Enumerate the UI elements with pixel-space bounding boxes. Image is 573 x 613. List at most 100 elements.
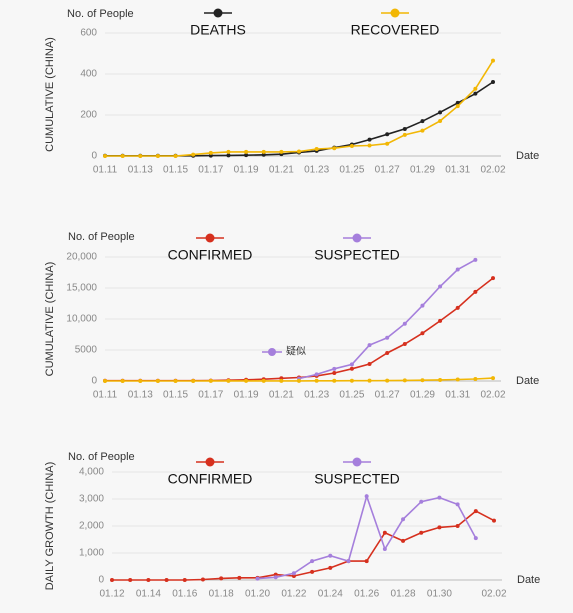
- data-point: [328, 553, 333, 558]
- x-tick-label: 01.23: [304, 165, 329, 176]
- data-point: [332, 146, 337, 151]
- series-line: [105, 81, 494, 157]
- data-point: [401, 517, 406, 522]
- data-point: [420, 303, 425, 308]
- data-point: [491, 376, 495, 381]
- data-point: [419, 530, 424, 535]
- data-point: [402, 378, 407, 383]
- data-point: [420, 128, 425, 133]
- x-tick-label: 02.02: [480, 390, 505, 401]
- data-point: [138, 379, 143, 383]
- data-point: [473, 289, 478, 294]
- x-tick-label: 01.25: [339, 390, 364, 401]
- data-point: [297, 149, 301, 154]
- data-point: [491, 58, 495, 63]
- data-point: [244, 149, 249, 154]
- data-point: [420, 378, 425, 383]
- data-point: [279, 378, 284, 383]
- data-point: [244, 378, 249, 383]
- y-unit: No. of People: [68, 451, 135, 463]
- x-tick-label: 02.02: [480, 165, 505, 176]
- legend-marker: [352, 457, 362, 467]
- data-point: [473, 257, 478, 262]
- data-point: [297, 378, 301, 383]
- data-point: [402, 126, 407, 131]
- data-point: [191, 152, 196, 157]
- x-tick-label: 01.30: [427, 589, 452, 600]
- data-point: [349, 362, 354, 367]
- x-tick-label: 02.02: [481, 589, 506, 600]
- data-point: [455, 502, 460, 507]
- data-point: [208, 150, 213, 155]
- data-point: [473, 91, 478, 96]
- x-tick-label: 01.24: [318, 589, 343, 600]
- data-point: [492, 518, 496, 523]
- data-point: [367, 378, 372, 383]
- series-line: [105, 277, 494, 382]
- x-tick-label: 01.25: [339, 165, 364, 176]
- y-tick-label: 15,000: [66, 283, 97, 294]
- data-point: [261, 149, 266, 154]
- data-point: [346, 559, 351, 564]
- x-tick-label: 01.29: [410, 390, 435, 401]
- series-line: [257, 493, 477, 580]
- x-tick-label: 01.21: [269, 390, 294, 401]
- data-point: [473, 536, 478, 541]
- y-tick-label: 1,000: [79, 548, 104, 559]
- data-point: [438, 284, 443, 289]
- data-point: [438, 377, 443, 382]
- data-point: [261, 152, 266, 157]
- data-point: [385, 351, 390, 356]
- data-point: [402, 132, 407, 137]
- x-tick-label: 01.21: [269, 165, 294, 176]
- legend-marker: [205, 233, 215, 243]
- data-point: [237, 575, 242, 580]
- x-tick-label: 01.15: [163, 165, 188, 176]
- legend-marker: [213, 8, 223, 18]
- data-point: [120, 379, 125, 383]
- y-tick-label: 600: [80, 28, 97, 39]
- data-point: [208, 378, 213, 383]
- y-axis-label: CUMULATIVE (CHINA): [44, 262, 56, 377]
- data-point: [226, 149, 231, 154]
- data-point: [103, 154, 107, 158]
- data-point: [291, 571, 296, 576]
- y-tick-label: 2,000: [79, 521, 104, 532]
- data-point: [401, 538, 406, 543]
- data-point: [120, 154, 125, 158]
- data-point: [314, 372, 319, 377]
- legend-label: CONFIRMED: [168, 471, 253, 487]
- data-point: [437, 495, 442, 500]
- data-point: [385, 132, 390, 137]
- series-line: [105, 60, 494, 157]
- y-tick-label: 0: [98, 575, 104, 586]
- data-point: [349, 366, 354, 371]
- data-point: [438, 318, 443, 323]
- data-point: [332, 371, 337, 376]
- data-point: [473, 509, 478, 514]
- data-point: [385, 378, 390, 383]
- x-tick-label: 01.13: [128, 165, 153, 176]
- data-point: [255, 576, 260, 581]
- x-tick-label: 01.13: [128, 390, 153, 401]
- data-point: [382, 546, 387, 551]
- x-axis-label: Date: [517, 574, 540, 586]
- x-tick-label: 01.11: [93, 390, 118, 401]
- data-point: [314, 147, 319, 152]
- data-point: [455, 305, 460, 310]
- data-point: [273, 575, 278, 580]
- data-point: [332, 378, 337, 383]
- data-point: [385, 141, 390, 146]
- x-tick-label: 01.19: [234, 165, 259, 176]
- y-tick-label: 10,000: [66, 314, 97, 325]
- data-point: [173, 154, 178, 158]
- data-point: [455, 524, 460, 528]
- data-point: [146, 578, 151, 582]
- data-point: [455, 100, 460, 105]
- legend-label: DEATHS: [190, 22, 246, 38]
- data-point: [402, 321, 407, 326]
- x-tick-label: 01.15: [163, 390, 188, 401]
- data-point: [164, 578, 169, 582]
